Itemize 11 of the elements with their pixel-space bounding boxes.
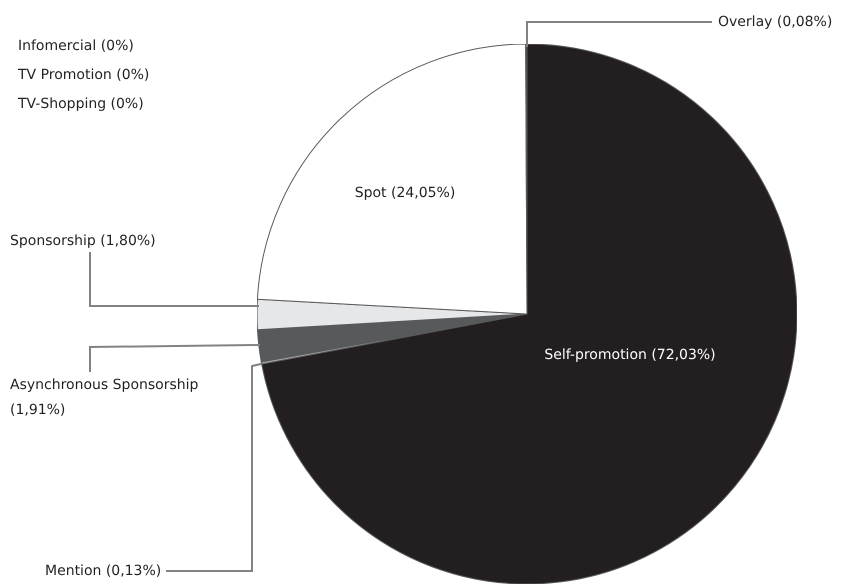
- pie-slice: [261, 44, 797, 584]
- category-label: Infomercial (0%): [18, 38, 134, 54]
- slice-label: Sponsorship (1,80%): [10, 232, 156, 251]
- category-label: TV-Shopping (0%): [18, 96, 144, 112]
- slice-label: Spot (24,05%): [354, 184, 456, 203]
- slice-label: Overlay (0,08%): [718, 13, 832, 32]
- category-label: TV Promotion (0%): [18, 67, 150, 83]
- slice-label: Mention (0,13%): [45, 562, 162, 581]
- slice-label: Asynchronous Sponsorship: [10, 377, 198, 393]
- data-label: (1,91%): [10, 402, 66, 418]
- slice-label: Self-promotion (72,03%): [544, 346, 716, 365]
